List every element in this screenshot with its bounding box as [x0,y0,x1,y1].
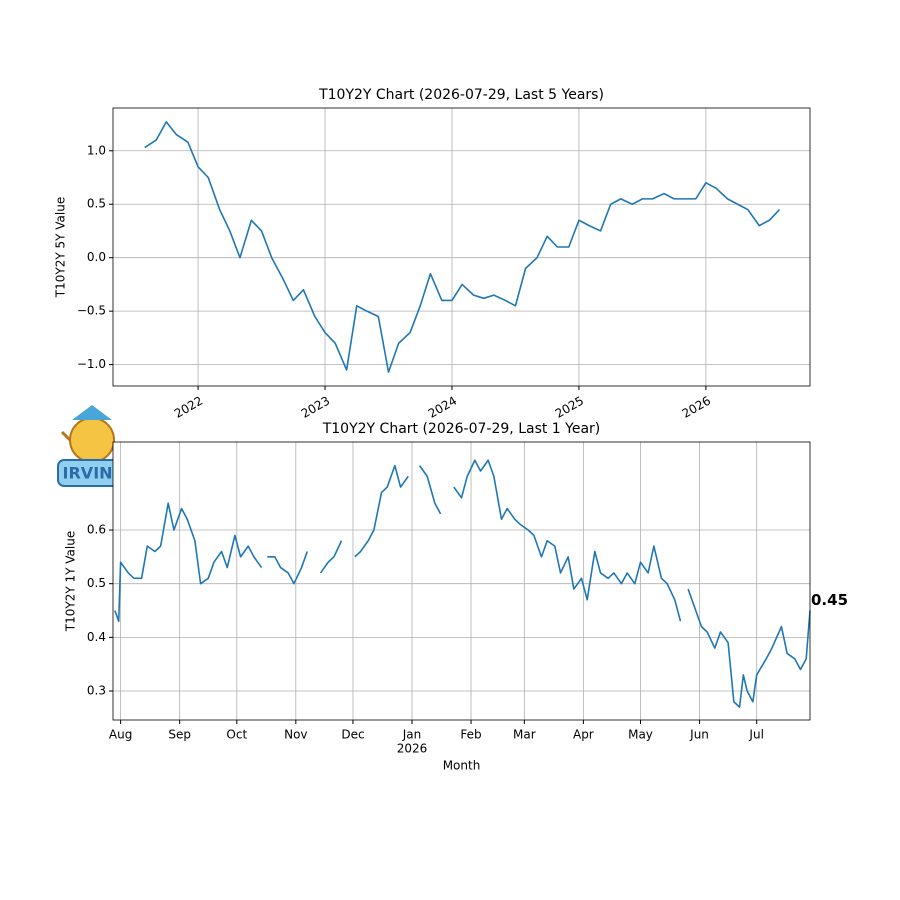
x-tick-label: May [628,728,653,742]
x-tick-label: Aug [109,728,132,742]
data-line [114,459,811,708]
y-tick-label: −0.5 [77,304,106,318]
x-tick-label: Sep [168,728,191,742]
y-tick-label: 0.5 [87,576,106,590]
y-tick-label: 0.4 [87,630,106,644]
logo-face [69,417,115,463]
y-tick-label: 0.6 [87,523,106,537]
x-tick-label: Mar [513,728,536,742]
y-tick-label: −1.0 [77,357,106,371]
y-tick-label: 1.0 [87,143,106,157]
y-tick-label: 0.0 [87,250,106,264]
x-tick-label: Feb [460,728,481,742]
plot-frame [112,441,811,721]
end-value-label: 0.45 [811,591,848,609]
x-tick-label: 2026 [680,394,713,421]
x-tick-label: 2025 [553,394,586,421]
chart: −1.0 −0.5 0.0 0.5 1.0 2022 2023 2024 2025 2026 T10… [54,87,811,421]
x-tick-sublabel: 2026 [397,742,428,756]
x-tick-label: 2024 [426,394,459,421]
data-line [144,121,781,373]
y-tick-label: 0.3 [87,684,106,698]
chart-title: T10Y2Y Chart (2026-07-29, Last 1 Year) [322,421,601,437]
x-tick-label: Dec [341,728,364,742]
plot-background [113,442,810,720]
chart-title: T10Y2Y Chart (2026-07-29, Last 5 Years) [318,87,604,103]
logo-text: IRVINE [63,464,124,483]
x-tick-label: Jun [689,728,709,742]
logo: IRVINE [57,405,129,487]
x-tick-label: 2022 [172,394,205,421]
y-axis-label: T10Y2Y 5Y Value [54,197,68,298]
logo-nose [60,430,72,442]
x-tick-label: 2023 [299,394,332,421]
x-axis-label: Month [443,759,481,773]
y-tick-label: 0.5 [87,197,106,211]
x-tick-label: Nov [284,728,307,742]
plot-background [113,108,810,386]
x-tick-label: Oct [226,728,247,742]
x-tick-label: Apr [573,728,594,742]
y-axis-label: T10Y2Y 1Y Value [64,531,78,632]
plot-frame [112,107,811,387]
logo-hat [72,405,112,420]
x-tick-label: Jan [402,728,422,742]
x-tick-label: Jul [748,728,763,742]
